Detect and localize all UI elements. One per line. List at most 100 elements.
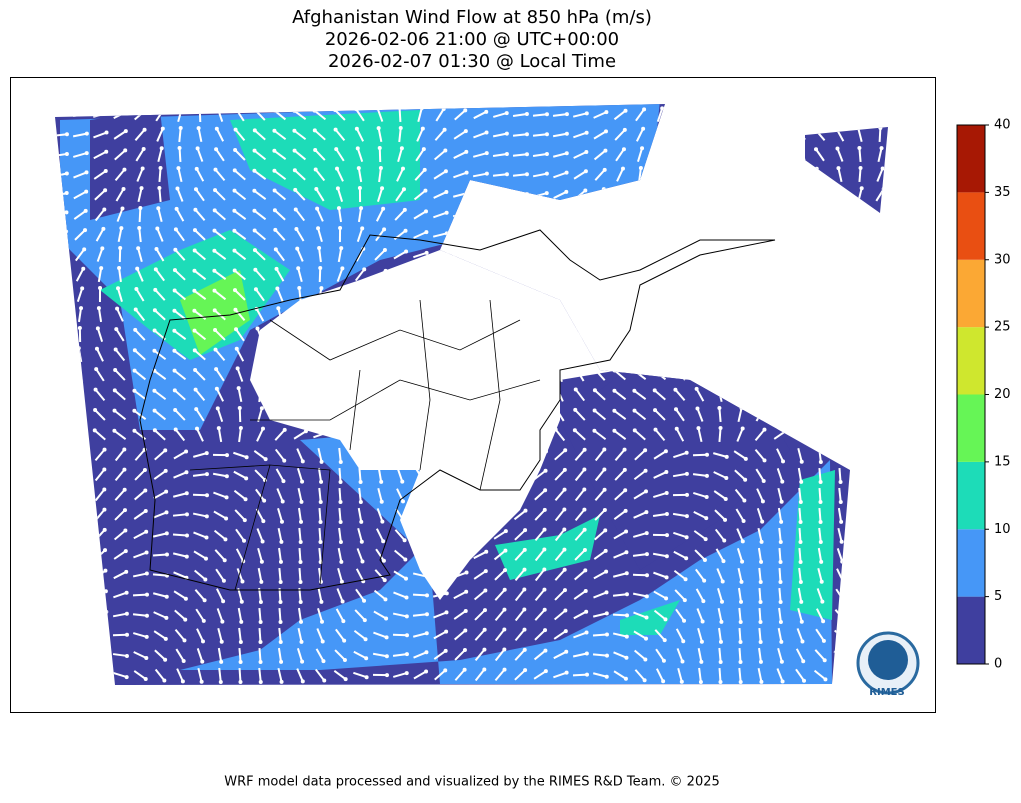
- wind-arrow-head: [237, 386, 241, 390]
- wind-arrow-head: [612, 429, 616, 433]
- wind-arrow-head: [84, 209, 88, 213]
- wind-arrow-head: [602, 448, 606, 452]
- colorbar-tick-label: 0: [994, 657, 1002, 672]
- wind-arrow-head: [739, 680, 743, 684]
- colorbar-tick-label: 25: [994, 320, 1011, 335]
- wind-arrow-head: [463, 428, 467, 432]
- wind-arrow-head: [223, 537, 227, 541]
- wind-arrow-head: [233, 288, 237, 292]
- wind-arrow: [719, 648, 720, 662]
- wind-arrow: [339, 508, 340, 522]
- wind-arrow-head: [302, 367, 306, 371]
- wind-arrow-head: [584, 150, 588, 154]
- wind-arrow-head: [484, 330, 488, 334]
- wind-arrow-head: [524, 289, 528, 293]
- wind-arrow-head: [303, 408, 307, 412]
- wind-arrow-head: [661, 679, 665, 683]
- wind-arrow-head: [179, 126, 183, 130]
- wind-arrow-head: [545, 191, 549, 195]
- wind-arrow-head: [384, 616, 388, 620]
- wind-arrow-head: [239, 640, 243, 644]
- wind-arrow-head: [517, 426, 521, 430]
- wind-arrow-head: [344, 370, 348, 374]
- wind-arrow-head: [275, 287, 279, 291]
- wind-arrow-head: [445, 610, 449, 614]
- wind-arrow-head: [445, 352, 449, 356]
- wind-arrow-head: [719, 426, 723, 430]
- wind-arrow-head: [85, 151, 89, 155]
- wind-arrow-head: [94, 367, 98, 371]
- wind-arrow: [819, 508, 820, 522]
- wind-arrow-head: [261, 427, 265, 431]
- wind-arrow-head: [564, 190, 568, 194]
- wind-arrow-head: [225, 474, 229, 478]
- wind-arrow-head: [644, 637, 648, 641]
- wind-arrow-head: [362, 599, 366, 603]
- wind-arrow-head: [444, 190, 448, 194]
- wind-arrow: [279, 628, 280, 642]
- wind-arrow-head: [405, 412, 409, 416]
- wind-arrow-head: [212, 269, 216, 273]
- wind-arrow-head: [160, 146, 164, 150]
- wind-arrow: [839, 468, 840, 482]
- wind-arrow-head: [379, 480, 383, 484]
- wind-arrow-head: [264, 457, 268, 461]
- wind-arrow-head: [85, 170, 89, 174]
- wind-arrow-head: [253, 248, 257, 252]
- wind-arrow-head: [643, 678, 647, 682]
- wind-arrow-head: [213, 188, 217, 192]
- wind-arrow-head: [341, 600, 345, 604]
- wind-arrow-head: [345, 391, 349, 395]
- wind-arrow-head: [123, 529, 127, 533]
- wind-arrow-head: [316, 226, 320, 230]
- wind-arrow-head: [143, 468, 147, 472]
- wind-arrow-head: [484, 550, 488, 554]
- wind-arrow: [799, 508, 800, 522]
- wind-arrow-head: [314, 168, 318, 172]
- wind-arrow-head: [465, 272, 469, 276]
- wind-arrow-head: [465, 171, 469, 175]
- wind-arrow-head: [153, 288, 157, 292]
- wind-arrow-head: [425, 312, 429, 316]
- wind-arrow-head: [184, 470, 188, 474]
- wind-arrow: [739, 608, 740, 622]
- wind-arrow-head: [741, 539, 745, 543]
- wind-arrow-head: [365, 675, 369, 679]
- wind-arrow-head: [137, 226, 141, 230]
- wind-arrow-head: [233, 168, 237, 172]
- wind-arrow: [373, 414, 387, 415]
- wind-arrow-head: [113, 388, 117, 392]
- wind-arrow-head: [593, 368, 597, 372]
- wind-arrow-head: [781, 680, 785, 684]
- wind-arrow: [400, 108, 401, 122]
- wind-arrow-head: [298, 306, 302, 310]
- wind-arrow-head: [644, 469, 648, 473]
- wind-arrow-head: [114, 327, 118, 331]
- wind-arrow-head: [65, 132, 69, 136]
- wind-arrow-head: [623, 488, 627, 492]
- wind-arrow-head: [573, 428, 577, 432]
- wind-arrow-head: [132, 409, 136, 413]
- wind-arrow-head: [232, 249, 236, 253]
- wind-arrow-head: [279, 600, 283, 604]
- wind-arrow-head: [281, 499, 285, 503]
- wind-arrow-head: [213, 289, 217, 293]
- wind-arrow-head: [383, 248, 387, 252]
- wind-arrow-head: [574, 367, 578, 371]
- wind-arrow-head: [283, 428, 287, 432]
- wind-arrow-head: [123, 148, 127, 152]
- wind-arrow-head: [358, 186, 362, 190]
- wind-arrow-head: [685, 472, 689, 476]
- wind-arrow-head: [404, 249, 408, 253]
- wind-arrow-head: [359, 480, 363, 484]
- wind-arrow-head: [445, 591, 449, 595]
- wind-arrow-head: [272, 129, 276, 133]
- wind-arrow-head: [504, 529, 508, 533]
- colorbar-bin: [957, 395, 985, 462]
- wind-arrow-head: [543, 649, 547, 653]
- wind-arrow-head: [518, 406, 522, 410]
- wind-arrow-head: [444, 516, 448, 520]
- wind-arrow-head: [538, 366, 542, 370]
- wind-arrow-head: [604, 110, 608, 114]
